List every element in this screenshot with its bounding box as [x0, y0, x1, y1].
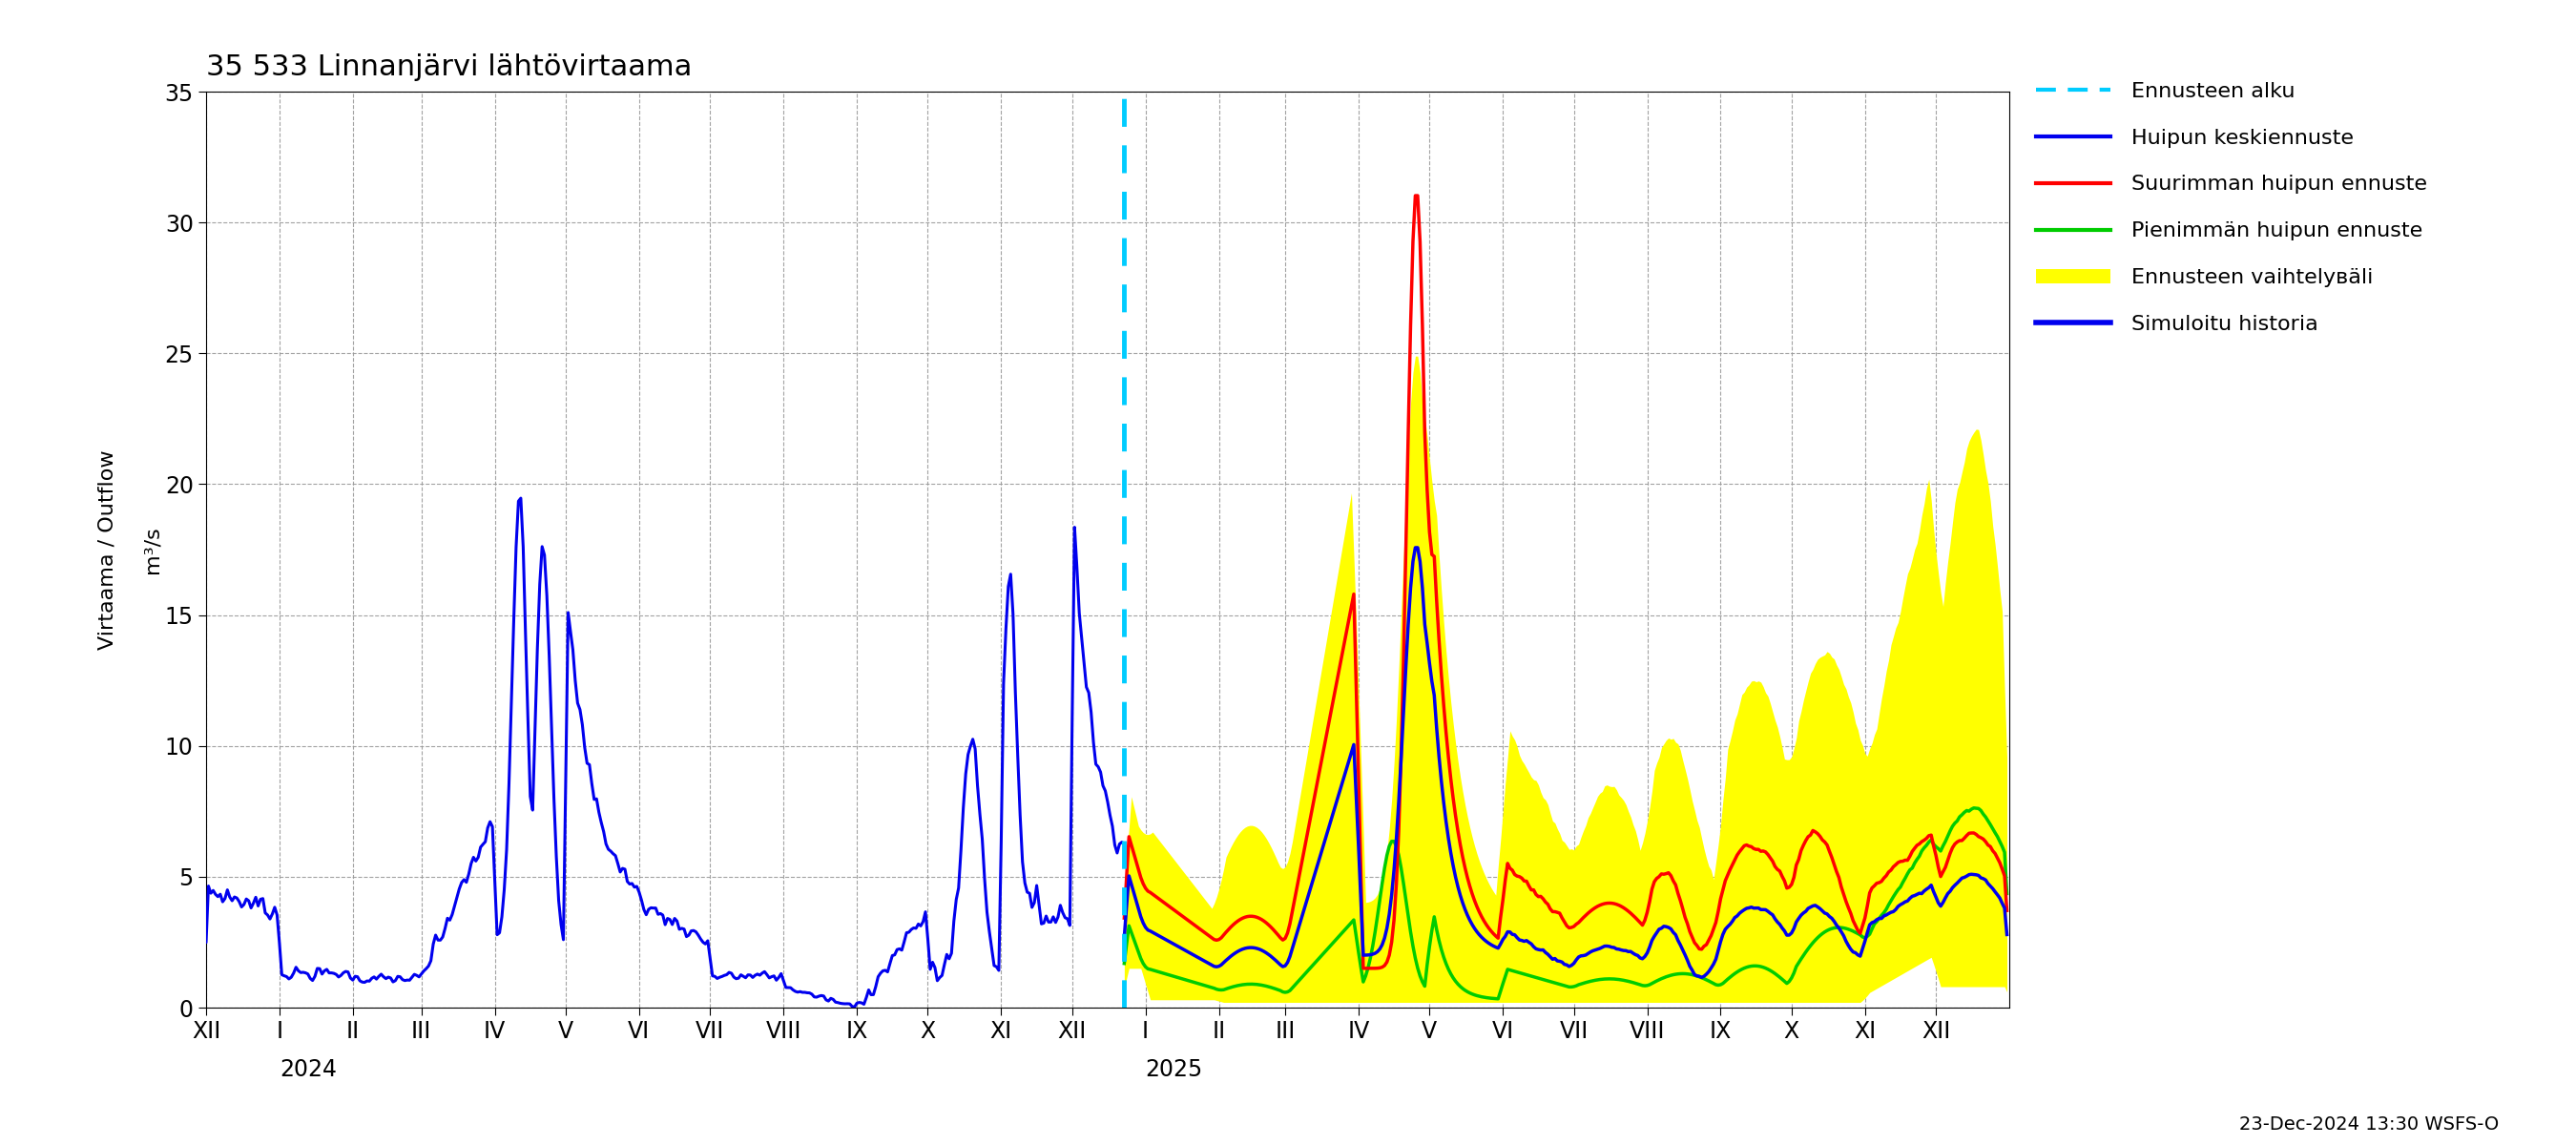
Text: 35 533 Linnanjärvi lähtövirtaama: 35 533 Linnanjärvi lähtövirtaama	[206, 54, 693, 81]
Legend: Ennusteen alku, Huipun keskiennuste, Suurimman huipun ennuste, Pienimmän huipun : Ennusteen alku, Huipun keskiennuste, Suu…	[2027, 73, 2434, 342]
Text: 23-Dec-2024 13:30 WSFS-O: 23-Dec-2024 13:30 WSFS-O	[2239, 1115, 2499, 1134]
Text: 2024: 2024	[278, 1058, 337, 1081]
Text: 2025: 2025	[1146, 1058, 1203, 1081]
Text: m³/s: m³/s	[142, 526, 162, 574]
Text: Virtaama / Outflow: Virtaama / Outflow	[98, 450, 116, 649]
